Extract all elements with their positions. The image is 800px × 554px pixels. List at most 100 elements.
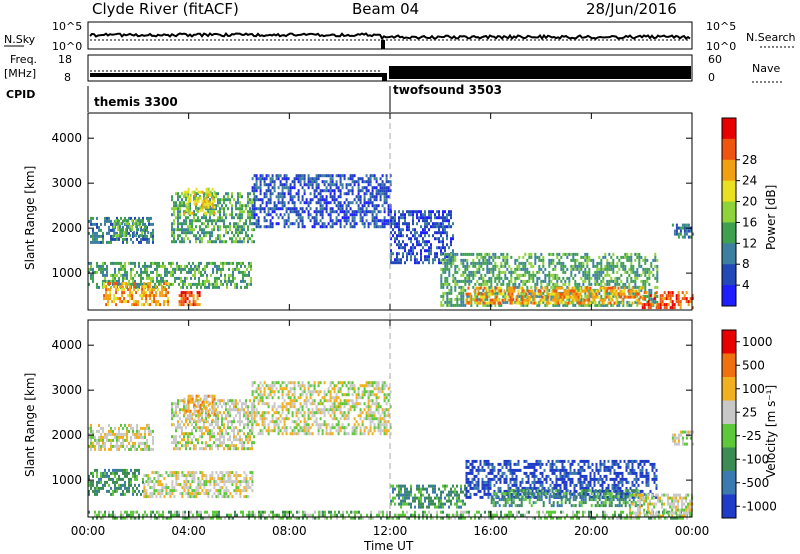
- power-echo-cell: [163, 294, 166, 298]
- power-echo-cell: [626, 258, 629, 262]
- power-echo-cell: [418, 243, 420, 247]
- power-echo-cell: [525, 292, 528, 296]
- power-echo-cell: [499, 289, 502, 293]
- power-echo-cell: [219, 237, 221, 241]
- power-echo-cell: [549, 301, 552, 305]
- power-echo-cell: [369, 183, 372, 187]
- power-echo-cell: [90, 273, 92, 277]
- power-echo-cell: [92, 216, 94, 220]
- power-echo-cell: [128, 261, 130, 265]
- power-echo-cell: [527, 298, 530, 302]
- power-echo-cell: [117, 288, 120, 292]
- power-echo-cell: [464, 267, 467, 271]
- velocity-echo-cell: [335, 423, 338, 427]
- power-echo-cell: [130, 270, 132, 274]
- velocity-echo-cell: [319, 381, 322, 385]
- velocity-echo-cell: [263, 381, 266, 385]
- power-echo-layer: [88, 174, 694, 310]
- power-echo-cell: [564, 279, 567, 283]
- velocity-echo-cell: [134, 447, 136, 451]
- power-echo-cell: [580, 255, 583, 259]
- power-echo-cell: [177, 237, 179, 241]
- power-echo-cell: [371, 195, 374, 199]
- power-echo-cell: [102, 273, 104, 277]
- power-echo-cell: [357, 186, 360, 190]
- power-echo-cell: [241, 225, 243, 229]
- power-echo-cell: [114, 261, 116, 265]
- velocity-echo-cell: [150, 429, 152, 433]
- velocity-echo-cell: [201, 447, 203, 451]
- power-echo-cell: [126, 240, 128, 244]
- power-echo-cell: [183, 190, 186, 194]
- velocity-echo-cell: [118, 426, 120, 430]
- velocity-echo-cell: [285, 387, 288, 391]
- power-echo-cell: [315, 210, 318, 214]
- power-echo-cell: [610, 303, 613, 307]
- velocity-echo-cell: [213, 435, 215, 439]
- velocity-echo-cell: [201, 429, 203, 433]
- velocity-echo-cell: [341, 411, 344, 415]
- power-echo-cell: [456, 297, 459, 301]
- power-echo-cell: [486, 282, 489, 286]
- power-echo-cell: [438, 246, 440, 250]
- power-echo-cell: [554, 264, 557, 268]
- power-echo-cell: [458, 291, 461, 295]
- power-echo-cell: [442, 258, 444, 262]
- power-echo-cell: [562, 276, 565, 280]
- velocity-echo-cell: [333, 387, 336, 391]
- power-echo-cell: [390, 249, 392, 253]
- power-echo-cell: [225, 213, 227, 217]
- power-echo-cell: [561, 295, 564, 299]
- power-echo-cell: [513, 289, 516, 293]
- power-echo-cell: [679, 306, 682, 310]
- velocity-echo-cell: [313, 384, 316, 388]
- velocity-echo-cell: [251, 420, 253, 424]
- power-echo-cell: [235, 240, 237, 244]
- power-echo-cell: [345, 183, 348, 187]
- velocity-echo-cell: [285, 429, 288, 433]
- power-echo-cell: [418, 261, 420, 265]
- power-echo-cell: [493, 298, 496, 302]
- velocity-echo-cell: [259, 387, 262, 391]
- velocity-echo-cell: [305, 423, 308, 427]
- power-echo-cell: [343, 225, 346, 229]
- power-echo-cell: [228, 276, 230, 280]
- power-echo-cell: [514, 258, 517, 262]
- power-echo-cell: [420, 258, 422, 262]
- power-echo-cell: [253, 216, 256, 220]
- velocity-echo-cell: [305, 426, 308, 430]
- power-echo-cell: [206, 276, 208, 280]
- power-echo-cell: [640, 264, 643, 268]
- power-echo-cell: [586, 270, 589, 274]
- power-echo-cell: [297, 198, 300, 202]
- power-echo-cell: [641, 303, 644, 307]
- velocity-echo-cell: [335, 399, 338, 403]
- power-echo-cell: [478, 276, 481, 280]
- velocity-echo-cell: [335, 408, 338, 412]
- velocity-echo-cell: [311, 423, 314, 427]
- power-echo-cell: [221, 240, 223, 244]
- power-echo-cell: [245, 207, 247, 211]
- velocity-echo-cell: [219, 402, 221, 406]
- power-echo-cell: [309, 180, 312, 184]
- power-echo-cell: [171, 228, 173, 232]
- velocity-echo-cell: [144, 447, 146, 451]
- power-echo-cell: [460, 258, 463, 262]
- power-echo-cell: [636, 267, 639, 271]
- velocity-echo-cell: [345, 426, 348, 430]
- power-echo-cell: [576, 264, 579, 268]
- power-echo-cell: [313, 222, 316, 226]
- power-echo-cell: [129, 234, 132, 238]
- power-echo-cell: [489, 298, 492, 302]
- power-echo-cell: [416, 258, 418, 262]
- velocity-echo-cell: [199, 435, 201, 439]
- power-echo-cell: [564, 303, 567, 307]
- power-echo-cell: [331, 195, 334, 199]
- power-echo-cell: [614, 294, 617, 298]
- power-echo-cell: [138, 264, 140, 268]
- velocity-echo-cell: [152, 441, 154, 445]
- power-echo-cell: [392, 216, 394, 220]
- velocity-echo-cell: [339, 411, 342, 415]
- power-echo-cell: [412, 243, 414, 247]
